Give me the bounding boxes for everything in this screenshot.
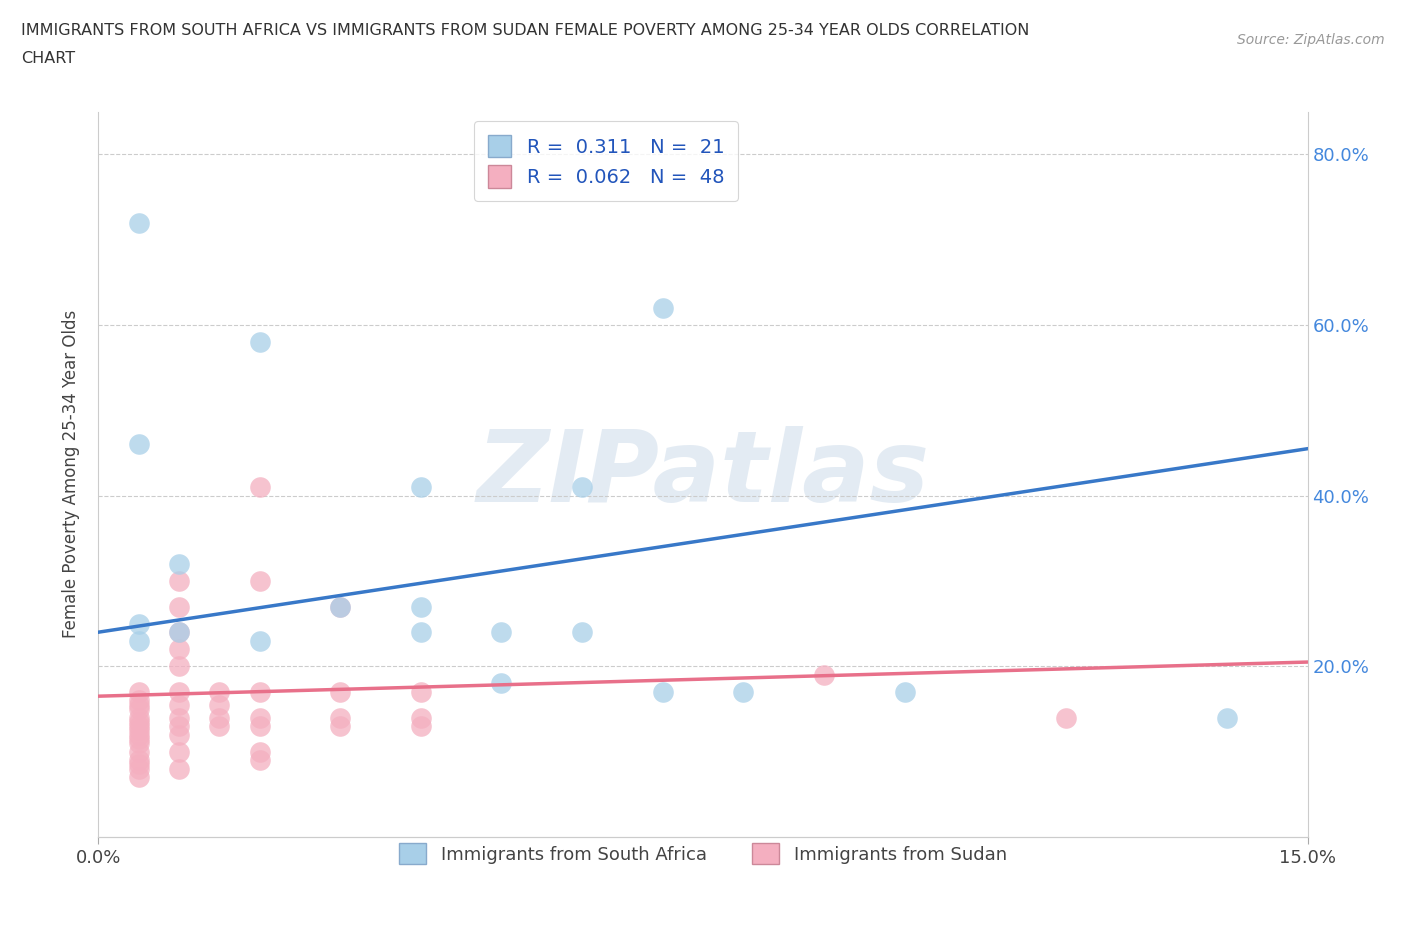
Point xyxy=(249,711,271,725)
Point xyxy=(329,711,352,725)
Point xyxy=(128,701,150,716)
Point xyxy=(167,625,190,640)
Text: CHART: CHART xyxy=(21,51,75,66)
Point xyxy=(249,480,271,495)
Point xyxy=(409,625,432,640)
Point xyxy=(249,633,271,648)
Point xyxy=(329,599,352,614)
Point xyxy=(167,762,190,777)
Point xyxy=(409,599,432,614)
Point xyxy=(491,676,513,691)
Point xyxy=(167,719,190,734)
Text: IMMIGRANTS FROM SOUTH AFRICA VS IMMIGRANTS FROM SUDAN FEMALE POVERTY AMONG 25-34: IMMIGRANTS FROM SOUTH AFRICA VS IMMIGRAN… xyxy=(21,23,1029,38)
Point xyxy=(128,698,150,712)
Point xyxy=(409,719,432,734)
Point xyxy=(208,719,231,734)
Point xyxy=(167,727,190,742)
Point xyxy=(128,731,150,746)
Text: Source: ZipAtlas.com: Source: ZipAtlas.com xyxy=(1237,33,1385,46)
Point xyxy=(491,625,513,640)
Point xyxy=(409,684,432,699)
Point xyxy=(128,215,150,230)
Point xyxy=(167,599,190,614)
Point xyxy=(128,770,150,785)
Point xyxy=(128,711,150,725)
Point xyxy=(329,719,352,734)
Point xyxy=(128,757,150,772)
Point xyxy=(1216,711,1239,725)
Point xyxy=(249,719,271,734)
Point xyxy=(249,335,271,350)
Point xyxy=(651,300,673,315)
Point xyxy=(1054,711,1077,725)
Point xyxy=(128,744,150,759)
Point xyxy=(167,658,190,673)
Text: ZIPatlas: ZIPatlas xyxy=(477,426,929,523)
Point xyxy=(128,719,150,734)
Point xyxy=(208,684,231,699)
Point xyxy=(128,693,150,708)
Point xyxy=(167,684,190,699)
Y-axis label: Female Poverty Among 25-34 Year Olds: Female Poverty Among 25-34 Year Olds xyxy=(62,311,80,638)
Point xyxy=(167,556,190,571)
Point xyxy=(249,752,271,767)
Point xyxy=(249,744,271,759)
Point xyxy=(733,684,755,699)
Point xyxy=(167,642,190,657)
Point xyxy=(893,684,915,699)
Point xyxy=(128,714,150,729)
Point xyxy=(128,736,150,751)
Legend: Immigrants from South Africa, Immigrants from Sudan: Immigrants from South Africa, Immigrants… xyxy=(385,829,1021,879)
Point xyxy=(208,711,231,725)
Point xyxy=(128,762,150,777)
Point xyxy=(128,684,150,699)
Point xyxy=(813,668,835,683)
Point xyxy=(208,698,231,712)
Point xyxy=(167,711,190,725)
Point xyxy=(571,625,593,640)
Point xyxy=(128,437,150,452)
Point xyxy=(128,633,150,648)
Point xyxy=(329,684,352,699)
Point xyxy=(167,744,190,759)
Point xyxy=(128,752,150,767)
Point xyxy=(167,698,190,712)
Point xyxy=(167,574,190,589)
Point xyxy=(409,711,432,725)
Point xyxy=(409,480,432,495)
Point xyxy=(651,684,673,699)
Point xyxy=(128,723,150,737)
Point xyxy=(167,625,190,640)
Point xyxy=(128,617,150,631)
Point xyxy=(128,727,150,742)
Point xyxy=(249,684,271,699)
Point xyxy=(571,480,593,495)
Point xyxy=(249,574,271,589)
Point xyxy=(329,599,352,614)
